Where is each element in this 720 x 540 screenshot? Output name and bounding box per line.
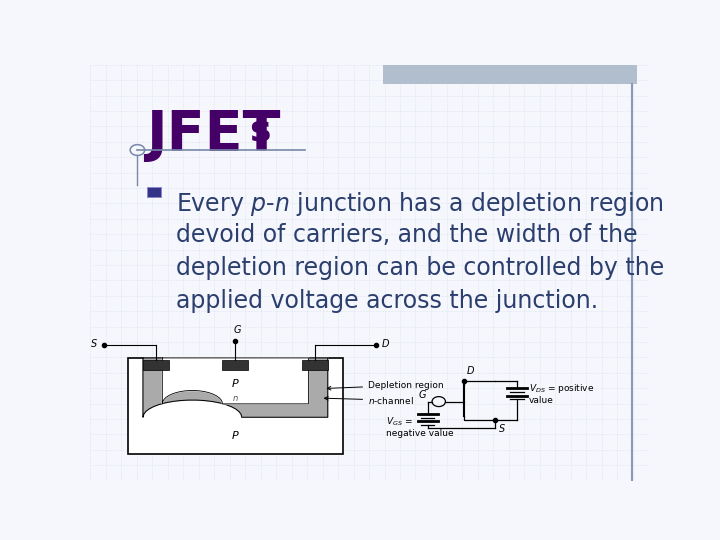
Text: D: D — [382, 339, 390, 349]
Text: P: P — [232, 379, 239, 389]
Text: n: n — [233, 394, 238, 403]
Text: Every $p$-$n$ junction has a depletion region: Every $p$-$n$ junction has a depletion r… — [176, 190, 665, 218]
Text: D: D — [467, 366, 474, 376]
Text: $n$-channel: $n$-channel — [325, 395, 414, 406]
Text: s: s — [249, 113, 271, 147]
Text: G: G — [419, 389, 426, 400]
Bar — [222, 360, 248, 370]
Text: Depletion region: Depletion region — [328, 381, 444, 390]
Text: P: P — [232, 431, 239, 441]
Bar — [143, 360, 168, 370]
Bar — [302, 360, 328, 370]
Text: devoid of carriers, and the width of the: devoid of carriers, and the width of the — [176, 223, 638, 247]
Text: S: S — [91, 339, 97, 349]
Bar — [128, 358, 343, 454]
Text: applied voltage across the junction.: applied voltage across the junction. — [176, 289, 598, 313]
Bar — [383, 65, 636, 84]
Text: S: S — [499, 424, 505, 434]
Text: JFET: JFET — [145, 109, 280, 163]
Text: G: G — [233, 325, 240, 335]
Polygon shape — [162, 358, 308, 404]
Text: $V_{DS}$ = positive
value: $V_{DS}$ = positive value — [529, 382, 595, 405]
Polygon shape — [143, 358, 328, 417]
Text: depletion region can be controlled by the: depletion region can be controlled by th… — [176, 256, 665, 280]
Text: $V_{GS}$ =
negative value: $V_{GS}$ = negative value — [386, 415, 454, 438]
